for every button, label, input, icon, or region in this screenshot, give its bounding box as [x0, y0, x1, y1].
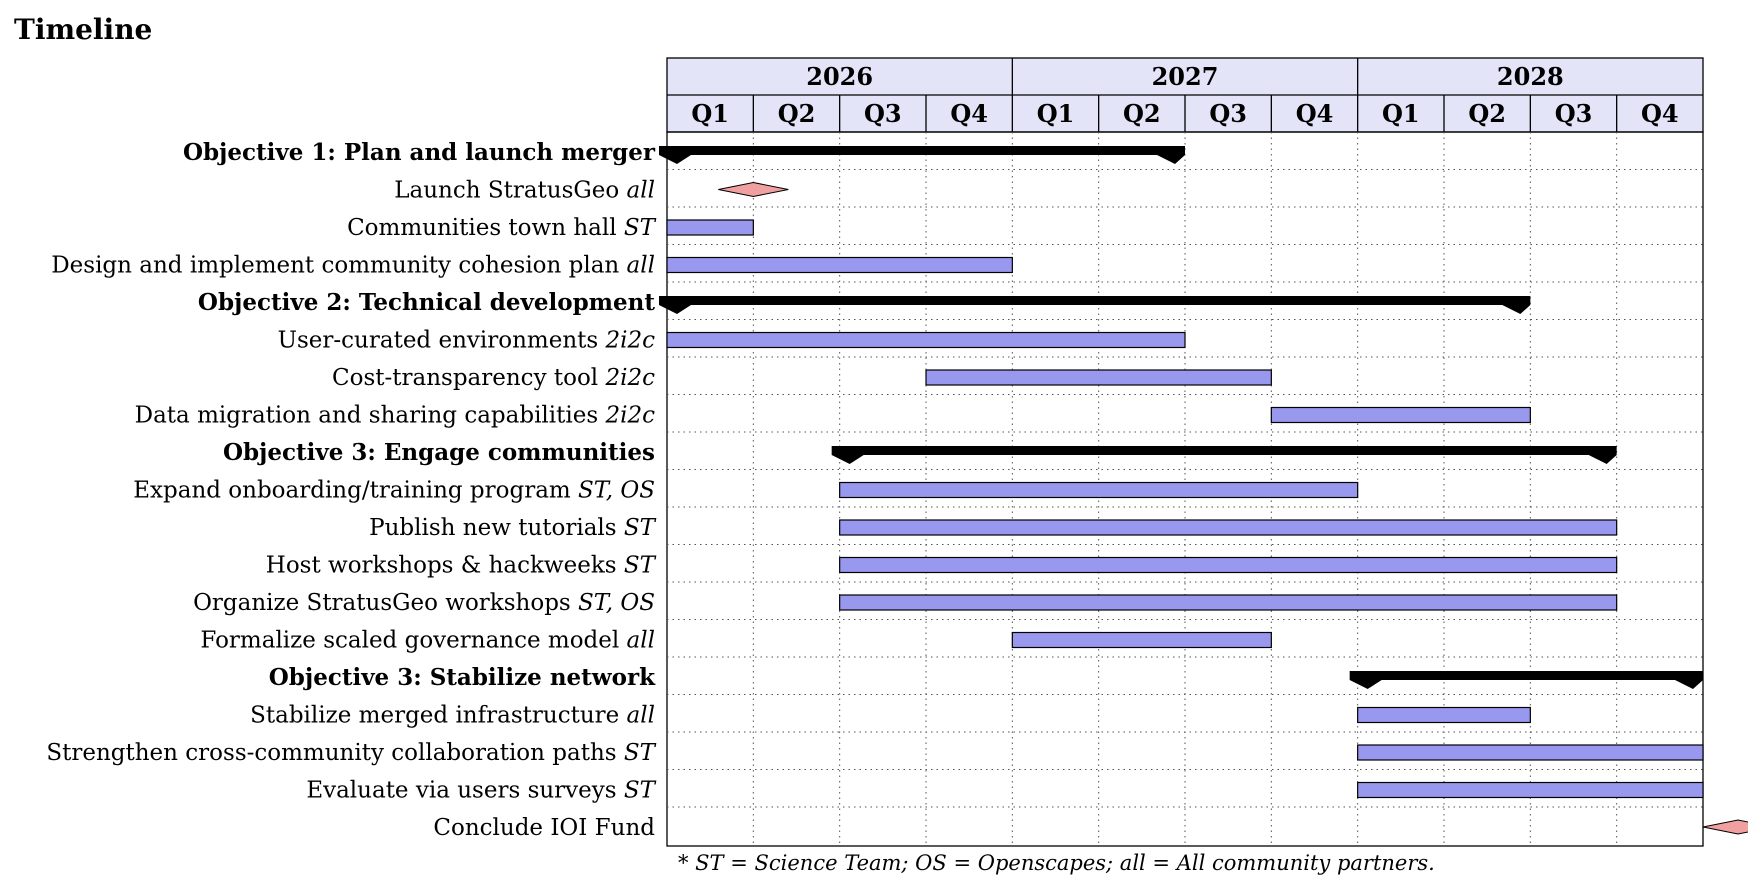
quarter-label: Q4: [1296, 99, 1334, 128]
quarter-label: Q1: [1037, 99, 1075, 128]
year-label: 2028: [1497, 62, 1564, 91]
quarter-label: Q2: [1468, 99, 1506, 128]
task-label: Data migration and sharing capabilities …: [135, 403, 655, 429]
task-label: Organize StratusGeo workshops ST, OS: [193, 590, 655, 616]
group-label: Objective 3: Engage communities: [223, 439, 655, 466]
group-bar: [831, 446, 1617, 464]
task-label: Communities town hall ST: [347, 215, 657, 241]
group-label: Objective 1: Plan and launch merger: [183, 139, 656, 166]
quarter-label: Q3: [1209, 99, 1247, 128]
task-bar: [1357, 781, 1704, 799]
task-label: Host workshops & hackweeks ST: [266, 553, 657, 579]
task-label: Strengthen cross-community collaboration…: [46, 740, 656, 766]
task-label: Cost-transparency tool 2i2c: [332, 365, 655, 391]
quarter-label: Q2: [1123, 99, 1161, 128]
quarter-label: Q1: [691, 99, 729, 128]
milestone-marker: [1702, 819, 1748, 835]
group-label: Objective 3: Stabilize network: [269, 664, 656, 691]
quarter-label: Q4: [1641, 99, 1679, 128]
group-label: Objective 2: Technical development: [198, 289, 655, 316]
task-label: Conclude IOI Fund: [433, 815, 655, 841]
milestone-marker: [718, 181, 789, 198]
group-bar: [659, 146, 1185, 164]
task-bar: [666, 256, 1013, 274]
task-bar: [666, 331, 1186, 349]
task-bar: [839, 519, 1618, 536]
task-bar: [839, 481, 1359, 499]
quarter-label: Q3: [1555, 99, 1593, 128]
group-bar: [659, 296, 1531, 314]
task-label: Launch StratusGeo all: [394, 178, 655, 204]
quarter-label: Q3: [864, 99, 902, 128]
task-bar: [839, 556, 1618, 574]
task-bars: [659, 146, 1748, 835]
task-bar: [1011, 631, 1272, 649]
task-label: Evaluate via users surveys ST: [306, 778, 656, 804]
task-label: Stabilize merged infrastructure all: [250, 703, 655, 729]
group-bar: [1349, 671, 1703, 689]
task-label: User-curated environments 2i2c: [278, 328, 655, 354]
year-label: 2026: [806, 62, 873, 91]
footnote: * ST = Science Team; OS = Openscapes; al…: [678, 851, 1435, 875]
task-label: Design and implement community cohesion …: [51, 253, 655, 279]
timeline-header: 2026 2027 2028 Q1 Q2 Q3 Q4 Q1 Q2 Q3 Q4 Q1 Q2 Q3 Q4: [666, 57, 1704, 133]
task-bar: [839, 594, 1618, 611]
task-labels: Objective 1: Plan and launch merger Launc…: [46, 139, 656, 841]
task-bar: [1357, 706, 1531, 724]
task-label: Expand onboarding/training program ST, O…: [133, 478, 655, 504]
task-bar: [1357, 744, 1704, 761]
quarter-label: Q2: [778, 99, 816, 128]
task-label: Formalize scaled governance model all: [200, 628, 655, 654]
task-bar: [925, 369, 1272, 386]
task-bar: [1270, 406, 1531, 424]
task-label: Publish new tutorials ST: [369, 515, 657, 541]
task-bar: [666, 219, 754, 236]
chart-title: Timeline: [14, 13, 152, 46]
quarter-label: Q4: [950, 99, 988, 128]
timeline-grid: [666, 131, 1704, 847]
quarter-label: Q1: [1382, 99, 1420, 128]
year-label: 2027: [1152, 62, 1219, 91]
